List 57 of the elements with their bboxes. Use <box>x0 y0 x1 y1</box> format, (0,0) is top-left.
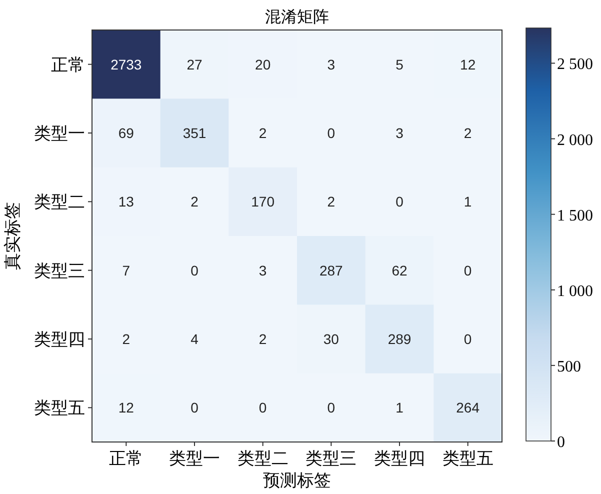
data-label: 27 <box>186 56 202 72</box>
x-tick-label: 类型一 <box>169 449 220 468</box>
data-label: 2 <box>258 125 267 141</box>
data-label: 3 <box>258 262 267 278</box>
y-axis-title: 真实标签 <box>3 202 22 270</box>
data-label: 0 <box>327 400 336 416</box>
data-label: 0 <box>327 125 336 141</box>
x-tick-label: 类型二 <box>237 449 288 468</box>
data-label: 5 <box>396 56 404 72</box>
data-label: 1 <box>464 194 472 210</box>
color-bar-label: 1 000 <box>557 282 593 300</box>
data-label: 287 <box>319 262 344 278</box>
data-label: 2733 <box>110 56 142 72</box>
x-axis-title: 预测标签 <box>263 471 331 490</box>
color-bar-label: 500 <box>557 358 581 376</box>
y-tick-label: 类型三 <box>34 261 85 280</box>
data-label: 30 <box>323 331 340 347</box>
data-label: 0 <box>396 194 404 210</box>
data-label: 62 <box>392 262 408 278</box>
data-label: 351 <box>182 125 206 141</box>
color-bar-label: 2 000 <box>557 132 593 149</box>
data-label: 1 <box>396 400 404 416</box>
data-label: 4 <box>190 331 199 347</box>
data-label: 2 <box>258 331 267 347</box>
data-label: 0 <box>258 400 267 416</box>
data-label: 2 <box>327 194 336 210</box>
data-label: 3 <box>396 125 404 141</box>
y-tick-label: 类型四 <box>34 330 85 349</box>
x-tick-label: 类型四 <box>374 449 425 468</box>
data-label: 0 <box>190 262 199 278</box>
y-tick-label: 类型二 <box>34 192 85 212</box>
data-label: 2 <box>122 331 130 347</box>
data-label: 7 <box>122 262 130 278</box>
data-label: 2 <box>190 194 199 210</box>
x-tick-label: 类型三 <box>306 449 357 468</box>
data-label: 12 <box>460 56 476 72</box>
x-tick-label: 类型五 <box>442 449 494 468</box>
data-label: 289 <box>388 331 412 347</box>
data-label: 3 <box>327 56 336 72</box>
color-bar-label: 2 500 <box>557 56 593 74</box>
data-label: 20 <box>255 56 271 72</box>
color-bar-label: 0 <box>557 434 565 451</box>
data-label: 13 <box>118 194 134 210</box>
x-tick-label: 正常 <box>109 449 144 468</box>
data-label: 12 <box>118 400 134 416</box>
data-label: 0 <box>464 331 472 347</box>
y-tick-label: 正常 <box>51 55 85 74</box>
data-label: 0 <box>190 400 199 416</box>
color-bar-label: 1 500 <box>557 207 593 224</box>
data-label: 0 <box>464 262 472 278</box>
data-label: 264 <box>456 400 480 416</box>
data-label: 2 <box>464 125 472 141</box>
data-label: 170 <box>251 194 275 210</box>
y-tick-label: 类型五 <box>34 398 85 418</box>
y-tick-label: 类型一 <box>34 124 85 143</box>
chart-title: 混淆矩阵 <box>265 8 329 26</box>
data-label: 69 <box>118 125 134 141</box>
